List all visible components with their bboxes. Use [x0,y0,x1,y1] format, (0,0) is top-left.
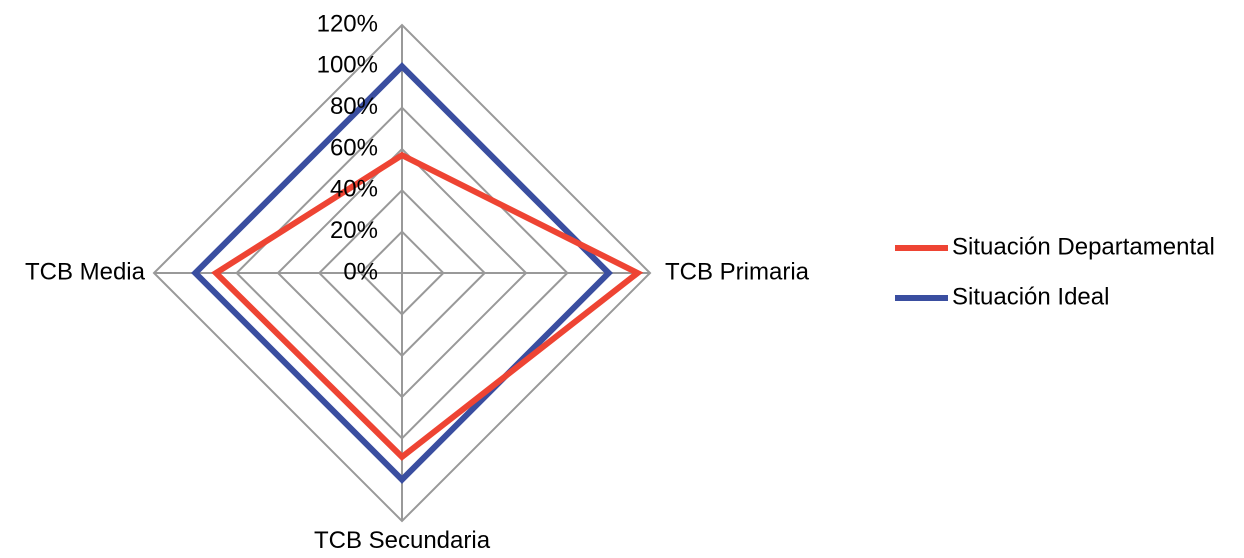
tick-label: 60% [330,134,378,161]
radar-grid [152,23,652,523]
series-line-situacion-ideal [191,62,613,484]
legend-label-situacion-ideal: Situación Ideal [952,283,1109,310]
legend: Situación Departamental Situación Ideal [895,233,1215,310]
legend-label-situacion-departamental: Situación Departamental [952,233,1215,260]
axis-label-tcb-secundaria: TCB Secundaria [314,527,491,554]
tick-label: 20% [330,217,378,244]
legend-item-situacion-ideal: Situación Ideal [895,283,1109,310]
tick-label: 80% [330,93,378,120]
tick-label: 0% [343,258,378,285]
radial-tick-labels: 0% 20% 40% 60% 80% 100% 120% [317,10,378,285]
radar-series [191,62,644,484]
series-line-situacion-departamental [211,151,644,461]
legend-item-situacion-departamental: Situación Departamental [895,233,1215,260]
axis-label-tcb-primaria: TCB Primaria [665,258,810,285]
axis-label-tcb-media: TCB Media [25,258,146,285]
tick-label: 100% [317,52,378,79]
tick-label: 120% [317,10,378,37]
tick-label: 40% [330,176,378,203]
